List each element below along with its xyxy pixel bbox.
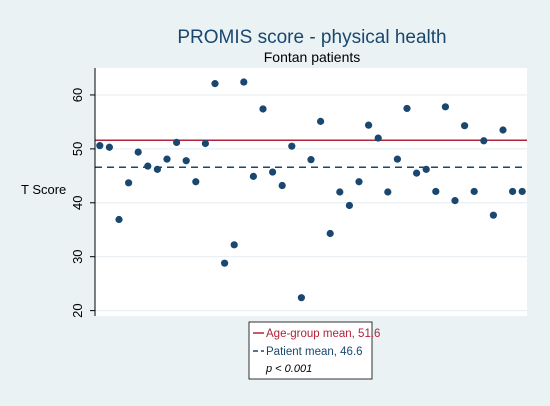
chart-subtitle: Fontan patients [264, 49, 361, 65]
data-points [96, 78, 526, 302]
data-point [432, 187, 440, 196]
data-point [288, 142, 296, 150]
data-point [211, 80, 219, 88]
data-point [451, 197, 459, 205]
data-point [326, 229, 334, 238]
data-point [384, 188, 392, 196]
data-point [134, 148, 142, 156]
y-axis-ticks: 20 30 40 50 60 [70, 88, 95, 318]
data-point [221, 259, 229, 267]
data-point [297, 294, 305, 302]
data-point [192, 178, 200, 186]
data-point [230, 241, 238, 249]
data-point [269, 168, 277, 176]
data-point [499, 126, 507, 134]
data-point [125, 179, 133, 187]
y-tick-label: 40 [70, 196, 85, 210]
legend: Age-group mean, 51.6 Patient mean, 46.6 … [248, 321, 380, 380]
data-point [403, 104, 411, 113]
data-point [182, 157, 190, 165]
data-point [345, 201, 353, 210]
legend-label-age-group-mean: Age-group mean, 51.6 [266, 328, 380, 340]
legend-label-patient-mean: Patient mean, 46.6 [266, 346, 363, 358]
data-point [240, 78, 248, 86]
chart-title: PROMIS score - physical health [177, 27, 446, 48]
y-tick-label: 30 [70, 249, 85, 263]
data-point [518, 187, 526, 196]
data-point [307, 156, 315, 164]
data-point [249, 172, 257, 180]
data-point [413, 169, 421, 177]
data-point [374, 134, 382, 142]
data-point [105, 143, 113, 151]
data-point [355, 178, 363, 186]
data-point [470, 187, 478, 196]
legend-box [248, 321, 373, 380]
data-point [489, 211, 497, 219]
data-point [173, 138, 181, 146]
data-point [201, 139, 209, 148]
data-point [163, 155, 171, 163]
data-point [317, 117, 325, 125]
data-point [96, 142, 104, 150]
data-point [153, 165, 161, 173]
reference-lines [95, 139, 527, 168]
y-tick-label: 20 [70, 303, 85, 317]
data-point [480, 137, 488, 145]
y-axis-label: T Score [21, 182, 66, 197]
data-point [144, 162, 152, 170]
data-point [508, 187, 517, 196]
data-point [259, 105, 267, 113]
data-point [441, 103, 449, 111]
data-point [422, 165, 430, 173]
data-point [461, 122, 469, 130]
data-point [336, 188, 344, 196]
y-tick-label: 60 [70, 88, 85, 102]
y-tick-label: 50 [70, 142, 85, 156]
data-point [365, 121, 373, 129]
data-point [278, 181, 286, 190]
legend-p-value-note: p < 0.001 [265, 363, 312, 375]
plot-area [95, 68, 527, 316]
data-point [393, 155, 401, 163]
data-point [115, 215, 123, 224]
